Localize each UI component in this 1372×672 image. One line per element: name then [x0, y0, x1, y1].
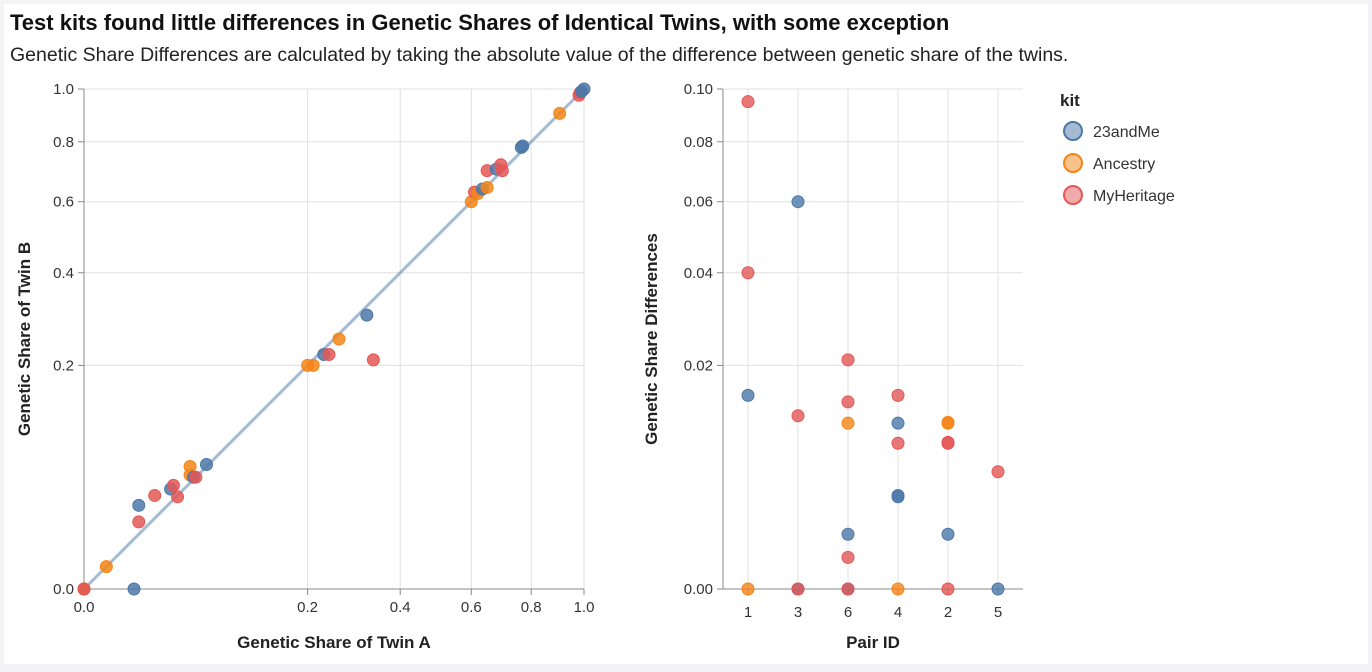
legend-symbol: [1063, 153, 1083, 173]
x-tick-label: 1.0: [574, 599, 595, 616]
data-point-23andme: [891, 490, 905, 504]
x-tick-label: 0.0: [74, 599, 95, 616]
legend-item-ancestry: Ancestry: [1063, 153, 1155, 173]
x-tick-label: 2: [944, 604, 952, 621]
data-point-myheritage: [166, 478, 180, 492]
data-point-23andme: [360, 308, 374, 322]
y-tick-label: 0.06: [684, 194, 713, 211]
y-tick-label: 0.08: [684, 134, 713, 151]
x-tick-label: 0.6: [461, 599, 482, 616]
data-point-23andme: [199, 458, 213, 472]
chart-subtitle: Genetic Share Differences are calculated…: [10, 44, 1069, 66]
data-point-23andme: [891, 416, 905, 430]
data-point-ancestry: [553, 106, 567, 120]
data-point-ancestry: [741, 582, 755, 596]
x-tick-label: 0.2: [297, 599, 318, 616]
data-point-ancestry: [306, 358, 320, 372]
x-tick-label: 0.8: [521, 599, 542, 616]
data-point-myheritage: [891, 388, 905, 402]
data-point-ancestry: [941, 415, 955, 429]
legend-item-myheritage: MyHeritage: [1063, 185, 1175, 205]
data-point-myheritage: [741, 266, 755, 280]
data-point-23andme: [941, 527, 955, 541]
data-point-myheritage: [741, 95, 755, 109]
scatter-panel-twins: 0.0 0.2 0.4 0.6 0.8 1.0 0.0 0.2 0.4 0.6 0.8 1.0 Gene…: [15, 81, 594, 652]
y-tick-label: 0.04: [684, 265, 713, 282]
data-point-myheritage: [77, 582, 91, 596]
data-point-23andme: [577, 82, 591, 96]
legend-label: 23andMe: [1093, 124, 1160, 141]
data-point-ancestry: [841, 416, 855, 430]
legend: kit 23andMe Ancestry MyHeritage: [1060, 91, 1175, 205]
scatter-panel-differences: 1 3 6 4 2 5 0.00 0.02 0.04 0.06 0.08 0.10 Pair ID Gen…: [642, 81, 1023, 652]
data-point-myheritage: [841, 550, 855, 564]
y-tick-label: 0.00: [684, 581, 713, 598]
y-tick-label: 1.0: [53, 81, 74, 98]
y-axis-title: Genetic Share of Twin B: [15, 242, 34, 436]
legend-symbol: [1063, 121, 1083, 141]
data-point-myheritage: [991, 465, 1005, 479]
data-point-myheritage: [791, 582, 805, 596]
data-point-23andme: [791, 195, 805, 209]
data-point-myheritage: [322, 347, 336, 361]
x-tick-label: 4: [894, 604, 902, 621]
x-tick-label: 0.4: [390, 599, 411, 616]
y-axis-title: Genetic Share Differences: [642, 233, 661, 445]
data-point-23andme: [127, 582, 141, 596]
data-point-myheritage: [189, 470, 203, 484]
data-point-myheritage: [841, 395, 855, 409]
legend-title: kit: [1060, 91, 1080, 110]
data-point-myheritage: [148, 488, 162, 502]
data-point-myheritage: [495, 164, 509, 178]
data-point-myheritage: [841, 353, 855, 367]
data-point-23andme: [516, 139, 530, 153]
y-tick-label: 0.2: [53, 357, 74, 374]
legend-label: MyHeritage: [1093, 188, 1175, 205]
y-tick-label: 0.4: [53, 265, 74, 282]
y-tick-label: 0.8: [53, 134, 74, 151]
data-point-ancestry: [891, 582, 905, 596]
data-point-myheritage: [132, 515, 146, 529]
legend-item-23andme: 23andMe: [1063, 121, 1160, 141]
data-point-23andme: [991, 582, 1005, 596]
x-tick-label: 3: [794, 604, 802, 621]
y-tick-label: 0.6: [53, 194, 74, 211]
y-tick-label: 0.02: [684, 357, 713, 374]
x-tick-label: 5: [994, 604, 1002, 621]
x-tick-label: 1: [744, 604, 752, 621]
x-axis-title: Genetic Share of Twin A: [237, 633, 431, 652]
chart-frame: [4, 4, 1368, 664]
data-point-myheritage: [841, 582, 855, 596]
data-point-ancestry: [99, 560, 113, 574]
x-tick-label: 6: [844, 604, 852, 621]
legend-label: Ancestry: [1093, 156, 1155, 173]
data-point-myheritage: [366, 353, 380, 367]
x-axis-title: Pair ID: [846, 633, 900, 652]
data-point-myheritage: [941, 582, 955, 596]
y-tick-label: 0.0: [53, 581, 74, 598]
data-point-ancestry: [480, 180, 494, 194]
legend-symbol: [1063, 185, 1083, 205]
data-point-23andme: [841, 527, 855, 541]
data-point-myheritage: [941, 435, 955, 449]
data-point-myheritage: [171, 490, 185, 504]
data-point-ancestry: [332, 332, 346, 346]
data-point-23andme: [741, 388, 755, 402]
data-point-myheritage: [791, 409, 805, 423]
data-point-myheritage: [891, 436, 905, 450]
y-tick-label: 0.10: [684, 81, 713, 98]
chart-title: Test kits found little differences in Ge…: [10, 10, 950, 35]
data-point-23andme: [132, 498, 146, 512]
